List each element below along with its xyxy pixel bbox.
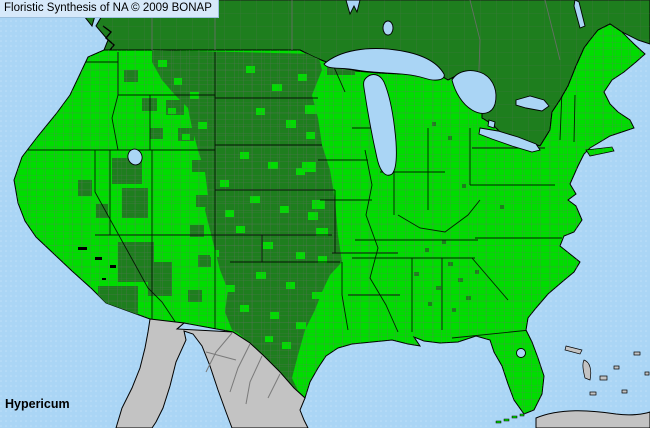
lake-st-clair: [487, 119, 496, 129]
great-lakes: [127, 0, 586, 358]
lake-okeechobee: [516, 348, 526, 358]
lake-superior: [323, 48, 445, 81]
taxon-label: Hypericum: [5, 397, 70, 411]
lake-michigan: [363, 74, 397, 176]
map-title-box: Floristic Synthesis of NA © 2009 BONAP: [0, 0, 219, 18]
mexico-region: [115, 318, 650, 428]
map-title: Floristic Synthesis of NA © 2009 BONAP: [4, 2, 212, 14]
mexico-state-borders: [205, 332, 281, 405]
great-salt-lake: [127, 148, 143, 166]
lake-nipigon: [382, 20, 394, 36]
lake-winnipeg: [345, 0, 361, 16]
florida-keys: [495, 413, 525, 424]
bahamas: [564, 345, 650, 396]
st-lawrence-river: [573, 0, 586, 29]
channel-islands: [78, 247, 116, 280]
lake-ontario: [515, 95, 550, 112]
lake-erie: [478, 127, 541, 153]
lake-huron: [451, 70, 497, 114]
